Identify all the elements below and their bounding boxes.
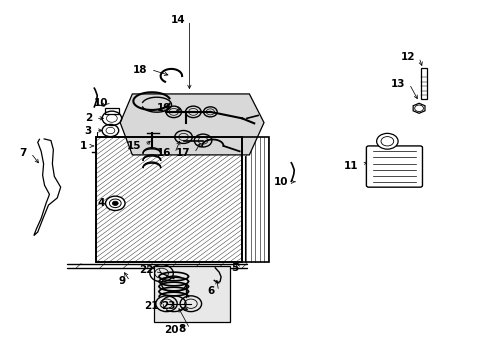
Text: 2: 2	[84, 113, 92, 123]
Text: 6: 6	[207, 286, 214, 296]
Text: 20: 20	[164, 325, 178, 335]
Bar	[242, 137, 268, 262]
Bar	[154, 266, 229, 321]
Bar	[420, 68, 427, 99]
Text: 12: 12	[400, 52, 414, 62]
Circle shape	[105, 196, 125, 211]
Text: 7: 7	[20, 148, 27, 158]
Text: 16: 16	[156, 148, 170, 158]
Text: 19: 19	[156, 103, 170, 113]
Text: 21: 21	[144, 301, 158, 311]
Polygon shape	[412, 103, 424, 113]
Text: 5: 5	[230, 263, 238, 273]
Circle shape	[112, 201, 118, 206]
Text: 10: 10	[93, 98, 108, 108]
Polygon shape	[120, 94, 264, 155]
Text: 3: 3	[84, 126, 92, 135]
Text: 14: 14	[170, 15, 185, 26]
FancyBboxPatch shape	[366, 146, 422, 187]
Text: 15: 15	[126, 141, 141, 151]
Text: 11: 11	[344, 161, 358, 171]
Text: 18: 18	[132, 64, 147, 75]
Text: 17: 17	[175, 148, 190, 158]
Text: 8: 8	[179, 324, 185, 334]
Text: 23: 23	[161, 301, 175, 311]
Text: 1: 1	[80, 141, 87, 151]
Text: 22: 22	[139, 265, 154, 275]
Bar	[96, 137, 242, 262]
Text: 13: 13	[390, 79, 405, 89]
Text: 4: 4	[98, 198, 105, 208]
Bar	[104, 108, 119, 114]
Circle shape	[376, 134, 397, 149]
Bar	[96, 137, 242, 262]
Text: 9: 9	[119, 276, 126, 286]
Text: 10: 10	[273, 177, 288, 187]
